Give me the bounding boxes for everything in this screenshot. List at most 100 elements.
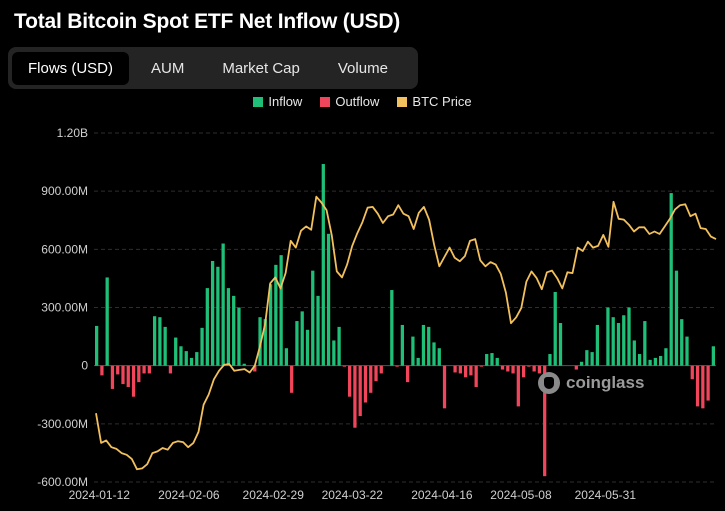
inflow-bar bbox=[226, 288, 231, 366]
outflow-bar bbox=[253, 365, 257, 372]
inflow-bar bbox=[427, 326, 431, 366]
y-tick-label: 1.20B bbox=[57, 126, 88, 140]
inflow-bar bbox=[179, 346, 183, 366]
y-tick-label: 0 bbox=[81, 359, 88, 373]
inflow-bar bbox=[163, 326, 167, 366]
inflow-swatch-icon bbox=[253, 96, 264, 107]
coinglass-logo-icon bbox=[538, 372, 560, 394]
outflow-bar bbox=[290, 365, 294, 393]
outflow-bar bbox=[116, 365, 120, 375]
inflow-bar bbox=[622, 315, 626, 366]
inflow-bar bbox=[606, 307, 610, 366]
inflow-bar bbox=[669, 193, 673, 366]
outflow-bar bbox=[168, 365, 173, 374]
watermark-text: coinglass bbox=[566, 373, 645, 392]
tab-volume[interactable]: Volume bbox=[337, 59, 388, 77]
inflow-bar bbox=[195, 352, 199, 366]
legend-item-btc-price[interactable]: BTC Price bbox=[397, 94, 472, 109]
inflow-bar bbox=[158, 317, 162, 366]
inflow-bar bbox=[495, 357, 499, 366]
outflow-bar bbox=[537, 365, 542, 374]
inflow-bar bbox=[316, 295, 320, 366]
page-title: Total Bitcoin Spot ETF Net Inflow (USD) bbox=[14, 10, 401, 33]
inflow-bar bbox=[711, 346, 715, 366]
outflow-bar bbox=[690, 365, 694, 380]
x-tick-label: 2024-02-06 bbox=[158, 488, 220, 502]
inflow-bar bbox=[332, 340, 336, 366]
x-tick-label: 2024-03-22 bbox=[322, 488, 384, 502]
tab-flows-usd[interactable]: Flows (USD) bbox=[12, 51, 129, 85]
inflow-bar bbox=[437, 348, 441, 366]
inflow-bar bbox=[632, 340, 636, 366]
inflow-bar bbox=[490, 353, 494, 366]
inflow-bar bbox=[184, 351, 188, 366]
inflow-bar bbox=[205, 288, 209, 366]
inflow-bar bbox=[627, 307, 631, 366]
inflow-bar bbox=[685, 336, 689, 366]
inflow-bar bbox=[295, 321, 299, 366]
y-tick-label: 600.00M bbox=[41, 242, 88, 256]
legend-item-inflow[interactable]: Inflow bbox=[253, 94, 302, 109]
outflow-bar bbox=[395, 365, 399, 367]
inflow-bar bbox=[390, 290, 394, 366]
outflow-bar bbox=[442, 365, 447, 409]
outflow-bar bbox=[500, 365, 505, 370]
btc-price-swatch-icon bbox=[397, 96, 408, 107]
inflow-bar bbox=[284, 348, 289, 366]
outflow-bar bbox=[527, 365, 531, 367]
inflow-bar bbox=[326, 233, 331, 366]
outflow-bar bbox=[511, 365, 515, 374]
y-tick-label: 300.00M bbox=[41, 301, 88, 315]
inflow-bar bbox=[579, 361, 584, 366]
outflow-bar bbox=[458, 365, 462, 374]
inflow-bar bbox=[485, 354, 489, 366]
outflow-bar bbox=[453, 365, 457, 373]
outflow-bar bbox=[363, 365, 368, 403]
inflow-bar bbox=[305, 329, 310, 366]
outflow-bar bbox=[369, 365, 373, 393]
inflow-bar bbox=[421, 324, 426, 366]
inflow-bar bbox=[200, 327, 204, 366]
tab-market-cap[interactable]: Market Cap bbox=[222, 59, 300, 77]
inflow-bar bbox=[590, 352, 594, 366]
outflow-bar bbox=[706, 365, 710, 401]
outflow-bar bbox=[342, 365, 347, 367]
legend-item-outflow[interactable]: Outflow bbox=[320, 94, 379, 109]
inflow-bar bbox=[416, 357, 420, 366]
outflow-bar bbox=[474, 365, 478, 387]
y-tick-label: -600.00M bbox=[37, 475, 88, 489]
inflow-bar bbox=[643, 321, 647, 366]
inflow-bar bbox=[221, 243, 225, 366]
legend-label-outflow: Outflow bbox=[335, 94, 380, 109]
tab-aum[interactable]: AUM bbox=[151, 59, 185, 77]
outflow-bar bbox=[574, 365, 578, 370]
inflow-bar bbox=[174, 337, 178, 366]
inflow-bar bbox=[548, 354, 552, 366]
outflow-bar bbox=[142, 365, 146, 374]
outflow-bar bbox=[137, 365, 141, 383]
inflow-bar bbox=[659, 355, 663, 366]
inflow-bar bbox=[300, 311, 304, 366]
outflow-bar bbox=[701, 365, 705, 409]
inflow-bar bbox=[585, 350, 589, 366]
outflow-bar bbox=[695, 365, 700, 407]
inflow-bar bbox=[558, 323, 563, 366]
outflow-bar bbox=[131, 365, 136, 397]
inflow-bar bbox=[674, 270, 679, 366]
outflow-bar bbox=[532, 365, 536, 372]
inflow-bar bbox=[637, 354, 642, 366]
legend-label-inflow: Inflow bbox=[268, 94, 303, 109]
inflow-bar bbox=[189, 357, 194, 366]
inflow-bar bbox=[653, 357, 658, 366]
outflow-bar bbox=[406, 365, 410, 383]
inflow-bar bbox=[242, 363, 246, 366]
outflow-bar bbox=[379, 365, 383, 374]
outflow-bar bbox=[348, 365, 352, 397]
x-axis: 2024-01-12 2024-02-06 2024-02-29 2024-03-22… bbox=[69, 488, 637, 502]
inflow-bar bbox=[648, 359, 652, 366]
outflow-bar bbox=[353, 365, 357, 428]
outflow-bar bbox=[506, 365, 510, 372]
y-axis: 1.20B 900.00M 600.00M 300.00M 0 -300.00M -600.… bbox=[37, 126, 88, 489]
x-tick-label: 2024-05-31 bbox=[575, 488, 637, 502]
